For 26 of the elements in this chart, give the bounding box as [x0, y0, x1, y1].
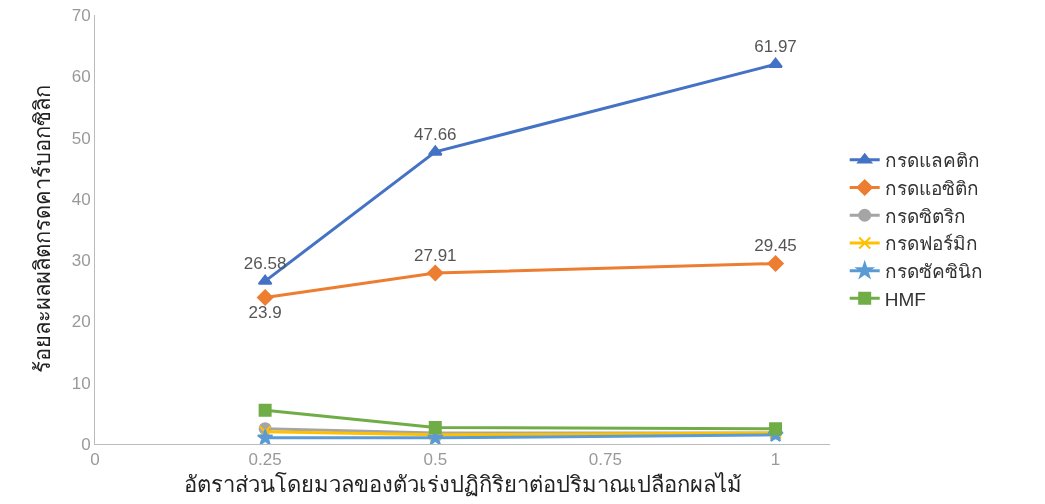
legend-label: กรดแลคติก	[884, 150, 980, 172]
y-tick-label: 0	[81, 434, 91, 454]
data-label: 27.91	[414, 245, 457, 265]
y-axis-title: ร้อยละผลผลิตกรดคาร์บอกซิลิก	[30, 85, 56, 374]
data-label: 29.45	[754, 236, 797, 256]
data-label: 23.9	[248, 303, 282, 323]
y-tick-label: 10	[71, 373, 91, 393]
x-tick-label: 0.25	[248, 450, 282, 470]
legend-label: กรดฟอร์มิก	[884, 233, 978, 255]
x-tick-label: 0.5	[423, 450, 448, 470]
data-label: 47.66	[414, 124, 457, 144]
y-tick-label: 70	[71, 5, 91, 25]
x-axis-title: อัตราส่วนโดยมวลของตัวเร่งปฏิกิริยาต่อปริมาณเปลือกผลไม้	[183, 472, 742, 498]
y-tick-label: 50	[71, 128, 91, 148]
legend-label: กรดแอซิติก	[884, 177, 979, 199]
y-tick-label: 60	[71, 67, 91, 87]
data-label: 26.58	[243, 253, 287, 273]
y-tick-label: 30	[71, 251, 91, 271]
legend-label: HMF	[884, 288, 926, 310]
data-label: 61.97	[754, 37, 797, 57]
legend-label: กรดซัคซินิก	[884, 261, 983, 283]
y-tick-label: 20	[71, 312, 91, 332]
x-tick-label: 1	[770, 450, 781, 470]
x-tick-label: 0.75	[588, 450, 622, 470]
y-tick-label: 40	[71, 189, 91, 209]
legend-label: กรดซิตริก	[884, 205, 966, 227]
